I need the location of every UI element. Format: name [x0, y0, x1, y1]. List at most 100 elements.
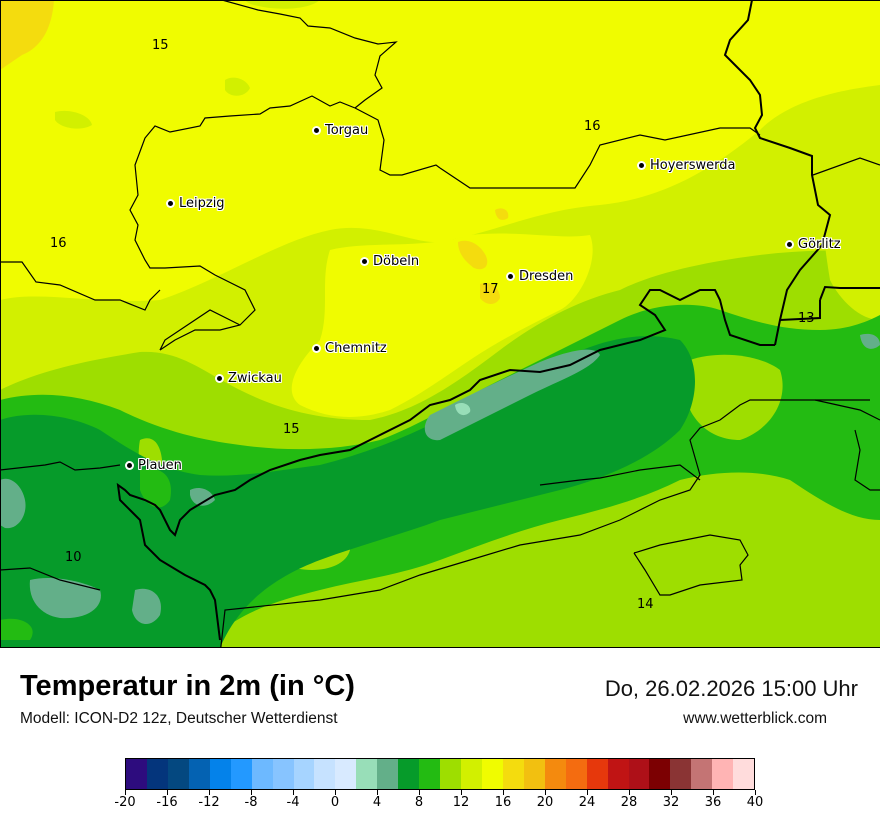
contour-label: 13 [798, 311, 815, 326]
colorbar-tick [292, 790, 294, 795]
colorbar-tick-label: -8 [244, 795, 258, 810]
colorbar-tick [124, 790, 126, 795]
colorbar-tick-label: 12 [452, 795, 470, 810]
city-label: Görlitz [798, 236, 841, 252]
city-dot-icon [168, 200, 173, 206]
contour-label: 16 [584, 119, 601, 134]
colorbar-tick-label: 36 [704, 795, 722, 810]
colorbar-tick [586, 790, 588, 795]
colorbar-tick-label: 40 [746, 795, 764, 810]
colorbar-tick-label: -12 [198, 795, 220, 810]
colorbar-segment [251, 759, 273, 789]
colorbar-segment [272, 759, 294, 789]
temperature-map: 15 16 16 17 13 15 10 14 Torgau Leipzig H… [0, 0, 880, 648]
colorbar-segment [586, 759, 608, 789]
colorbar-tick-label: 4 [372, 795, 382, 810]
contour-label: 10 [65, 550, 82, 565]
colorbar-tick-label: 28 [620, 795, 638, 810]
colorbar-tick-label: 32 [662, 795, 680, 810]
colorbar-tick [670, 790, 672, 795]
city-hoyerswerda: Hoyerswerda [639, 157, 736, 173]
colorbar-ticks: -20 -16 -12 -8 -4 0 4 8 12 16 20 24 28 32 36 40 [114, 790, 763, 820]
city-torgau: Torgau [314, 122, 368, 138]
colorbar-tick [376, 790, 378, 795]
colorbar-tick [628, 790, 630, 795]
colorbar-tick [250, 790, 252, 795]
colorbar-segment [356, 759, 378, 789]
city-dresden: Dresden [508, 268, 573, 284]
colorbar-segment [188, 759, 210, 789]
city-dot-icon [127, 462, 132, 468]
city-zwickau: Zwickau [217, 370, 282, 386]
city-leipzig: Leipzig [168, 195, 225, 211]
contour-label: 16 [50, 236, 67, 251]
colorbar-segment [398, 759, 420, 789]
colorbar-segment [440, 759, 461, 789]
colorbar-segment [481, 759, 503, 789]
colorbar-tick-label: 8 [414, 795, 424, 810]
city-dot-icon [362, 258, 367, 264]
colorbar-tick [712, 790, 714, 795]
colorbar-tick-label: -4 [286, 795, 300, 810]
colorbar-segment [691, 759, 713, 789]
website-link[interactable]: www.wetterblick.com [683, 710, 827, 727]
temperature-colorbar [125, 758, 755, 790]
city-dot-icon [314, 345, 319, 351]
colorbar-segment [126, 759, 147, 789]
temp-field-6 [0, 478, 26, 529]
colorbar-segment [314, 759, 336, 789]
colorbar-tick [544, 790, 546, 795]
colorbar-segment [335, 759, 357, 789]
city-label: Chemnitz [325, 340, 387, 356]
colorbar-tick-label: 0 [330, 795, 340, 810]
city-dot-icon [508, 273, 513, 279]
colorbar-tick [166, 790, 168, 795]
colorbar-tick-label: 24 [578, 795, 596, 810]
colorbar-segment [649, 759, 671, 789]
colorbar-segment [293, 759, 315, 789]
city-dot-icon [639, 162, 644, 168]
colorbar-segment [523, 759, 545, 789]
colorbar-segment [419, 759, 441, 789]
map-canvas [0, 0, 880, 648]
colorbar-tick [334, 790, 336, 795]
city-label: Dresden [519, 268, 574, 284]
colorbar-tick-label: 16 [494, 795, 512, 810]
colorbar-segment [607, 759, 629, 789]
colorbar-segment [712, 759, 734, 789]
city-doebeln: Döbeln [362, 253, 419, 269]
colorbar-tick-label: -20 [114, 795, 136, 810]
colorbar-segment [230, 759, 252, 789]
contour-label: 15 [283, 422, 300, 437]
temp-field-17-corner [0, 0, 54, 70]
colorbar-segment [167, 759, 189, 789]
temp-field-8 [0, 336, 695, 648]
colorbar-segment [461, 759, 482, 789]
colorbar-segment [146, 759, 168, 789]
city-label: Torgau [325, 122, 369, 138]
colorbar-tick [754, 790, 756, 795]
colorbar-segment [209, 759, 231, 789]
colorbar-tick [418, 790, 420, 795]
map-title: Temperatur in 2m (in °C) [20, 670, 355, 702]
contour-label: 14 [637, 597, 654, 612]
colorbar-tick [502, 790, 504, 795]
city-dot-icon [787, 241, 792, 247]
colorbar-segment [544, 759, 566, 789]
city-label: Döbeln [373, 253, 420, 269]
contour-label: 17 [482, 282, 499, 297]
forecast-datetime: Do, 26.02.2026 15:00 Uhr [604, 676, 858, 701]
colorbar-segment [628, 759, 650, 789]
state-borders [116, 0, 880, 641]
colorbar-segment [565, 759, 587, 789]
city-dot-icon [217, 375, 222, 381]
colorbar-tick-label: -16 [156, 795, 178, 810]
city-label: Leipzig [179, 195, 225, 211]
district-borders [0, 0, 880, 648]
colorbar-segment [377, 759, 399, 789]
colorbar-tick [460, 790, 462, 795]
colorbar-segment [502, 759, 524, 789]
city-dot-icon [314, 127, 319, 133]
city-label: Plauen [138, 457, 182, 473]
city-label: Zwickau [228, 370, 282, 386]
